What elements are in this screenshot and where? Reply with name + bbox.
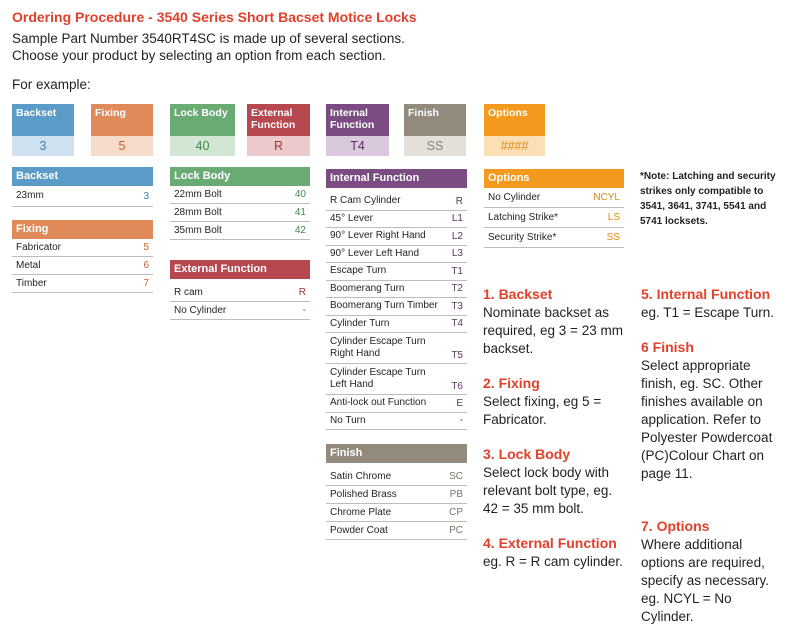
fixing-table: Fixing Fabricator 5 Metal 6 Timber 7: [12, 220, 153, 293]
table-row: 90° Lever Left Hand L3: [326, 246, 467, 263]
backset-table: Backset 23mm 3: [12, 167, 153, 207]
instruction-heading: 3. Lock Body: [483, 446, 571, 462]
lock-body-table: Lock Body 22mm Bolt 40 28mm Bolt 41 35mm B…: [170, 167, 310, 240]
table-row: 28mm Bolt 41: [170, 204, 310, 222]
intro-line-2: Choose your product by selecting an opti…: [12, 48, 386, 63]
example-box-label: Backset: [12, 104, 74, 136]
table-row: Escape Turn T1: [326, 263, 467, 281]
table-row: 90° Lever Right Hand L2: [326, 228, 467, 246]
options-table: Options No Cylinder NCYL Latching Strike*…: [484, 169, 624, 248]
table-row: Boomerang Turn Timber T3: [326, 298, 467, 316]
instruction-heading: 1. Backset: [483, 286, 553, 302]
instruction-lock-body: 3. Lock Body Select lock body with relev…: [483, 445, 628, 518]
table-row: Security Strike* SS: [484, 228, 624, 248]
example-box-value: 3: [12, 136, 74, 156]
instruction-fixing: 2. Fixing Select fixing, eg 5 = Fabricat…: [483, 374, 628, 429]
example-box-finish: Finish SS: [404, 104, 466, 156]
table-row: No Cylinder NCYL: [484, 188, 624, 208]
table-header: Fixing: [12, 220, 153, 239]
instruction-text: Select fixing, eg 5 = Fabricator.: [483, 394, 602, 427]
example-box-value: T4: [326, 136, 389, 156]
example-box-label: Finish: [404, 104, 466, 136]
page-title: Ordering Procedure - 3540 Series Short B…: [12, 9, 417, 25]
table-header: Finish: [326, 444, 467, 463]
table-row: Satin Chrome SC: [326, 468, 467, 486]
instruction-options: 7. Options Where additional options are …: [641, 517, 781, 626]
intro-line-1: Sample Part Number 3540RT4SC is made up …: [12, 31, 405, 46]
example-box-value: 40: [170, 136, 235, 156]
instruction-heading: 7. Options: [641, 518, 710, 534]
instruction-backset: 1. Backset Nominate backset as required,…: [483, 285, 628, 358]
table-row: 45° Lever L1: [326, 211, 467, 228]
instruction-text: Nominate backset as required, eg 3 = 23 …: [483, 305, 623, 356]
compatibility-note: *Note: Latching and security strikes onl…: [640, 171, 776, 227]
example-box-value: 5: [91, 136, 153, 156]
table-row: Cylinder Turn T4: [326, 316, 467, 333]
table-row: Timber 7: [12, 275, 153, 293]
example-box-value: SS: [404, 136, 466, 156]
example-box-value: ####: [484, 136, 545, 156]
table-row: Anti-lock out Function E: [326, 395, 467, 413]
table-row: No Turn -: [326, 413, 467, 430]
instruction-heading: 2. Fixing: [483, 375, 540, 391]
table-row: R Cam Cylinder R: [326, 193, 467, 211]
table-row: Powder Coat PC: [326, 522, 467, 540]
instruction-heading: 4. External Function: [483, 535, 617, 551]
table-header: Backset: [12, 167, 153, 186]
example-box-label: Lock Body: [170, 104, 235, 136]
instruction-text: eg. R = R cam cylinder.: [483, 554, 623, 569]
table-row: Polished Brass PB: [326, 486, 467, 504]
table-row: Boomerang Turn T2: [326, 281, 467, 298]
table-header: External Function: [170, 260, 310, 279]
table-row: Metal 6: [12, 257, 153, 275]
table-row: 22mm Bolt 40: [170, 186, 310, 204]
table-row: 35mm Bolt 42: [170, 222, 310, 240]
example-box-internal-function: Internal Function T4: [326, 104, 389, 156]
table-header: Lock Body: [170, 167, 310, 186]
instruction-text: Select appropriate finish, eg. SC. Other…: [641, 358, 773, 481]
table-row: R cam R: [170, 284, 310, 302]
instruction-text: Where additional options are required, s…: [641, 537, 770, 624]
table-row: Chrome Plate CP: [326, 504, 467, 522]
table-row: Cylinder Escape Turn Left Hand T6: [326, 364, 467, 395]
finish-table: Finish Satin Chrome SC Polished Brass PB C…: [326, 444, 467, 540]
example-box-backset: Backset 3: [12, 104, 74, 156]
table-header: Internal Function: [326, 169, 467, 188]
table-row: 23mm 3: [12, 186, 153, 207]
example-box-label: Internal Function: [326, 104, 389, 136]
instruction-heading: 6 Finish: [641, 339, 694, 355]
table-row: Fabricator 5: [12, 239, 153, 257]
instruction-finish: 6 Finish Select appropriate finish, eg. …: [641, 338, 781, 483]
instruction-text: Select lock body with relevant bolt type…: [483, 465, 613, 516]
example-box-label: Options: [484, 104, 545, 136]
instruction-heading: 5. Internal Function: [641, 286, 771, 302]
example-box-lock-body: Lock Body 40: [170, 104, 235, 156]
example-box-label: Fixing: [91, 104, 153, 136]
instruction-internal-function: 5. Internal Function eg. T1 = Escape Tur…: [641, 285, 781, 322]
example-box-external-function: External Function R: [247, 104, 310, 156]
table-row: Cylinder Escape Turn Right Hand T5: [326, 333, 467, 364]
for-example-label: For example:: [12, 77, 91, 92]
instruction-text: eg. T1 = Escape Turn.: [641, 305, 774, 320]
internal-function-table: Internal Function R Cam Cylinder R 45° Le…: [326, 169, 467, 430]
example-box-value: R: [247, 136, 310, 156]
table-row: No Cylinder -: [170, 302, 310, 320]
external-function-table: External Function R cam R No Cylinder -: [170, 260, 310, 320]
table-row: Latching Strike* LS: [484, 208, 624, 228]
example-box-fixing: Fixing 5: [91, 104, 153, 156]
example-box-label: External Function: [247, 104, 310, 136]
instruction-external-function: 4. External Function eg. R = R cam cylin…: [483, 534, 633, 571]
example-box-options: Options ####: [484, 104, 545, 156]
table-header: Options: [484, 169, 624, 188]
